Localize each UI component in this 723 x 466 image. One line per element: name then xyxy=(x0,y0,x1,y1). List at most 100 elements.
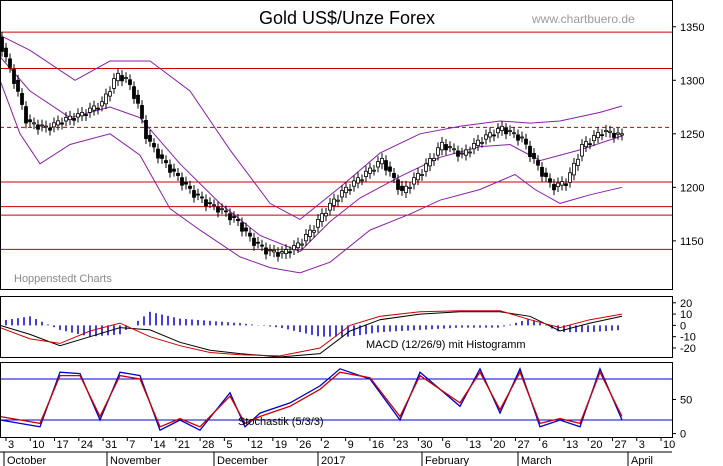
macd-tick-label: -10 xyxy=(680,332,696,344)
candle-body xyxy=(316,219,320,228)
candle-body xyxy=(568,172,572,183)
candle-body xyxy=(88,107,92,113)
candle-body xyxy=(620,133,624,136)
x-tick-label: 16 xyxy=(372,439,384,451)
candle-body xyxy=(448,146,452,149)
candle-body xyxy=(144,120,148,140)
candle-body xyxy=(240,222,244,232)
macd-line xyxy=(0,311,623,358)
macd-tick-label: -20 xyxy=(680,343,696,355)
x-tick-label: 26 xyxy=(299,439,311,451)
candle-body xyxy=(388,166,392,172)
y-tick-label: 1300 xyxy=(680,75,704,87)
candle-body xyxy=(396,179,400,190)
panel-frame xyxy=(0,296,673,358)
candle-body xyxy=(184,181,188,185)
candle-body xyxy=(12,69,16,84)
x-tick-label: 3 xyxy=(8,439,14,451)
y-tick-label: 1250 xyxy=(680,129,704,141)
candle-body xyxy=(556,182,560,188)
candle-body xyxy=(588,143,592,146)
candle-body xyxy=(32,122,36,125)
candle-body xyxy=(84,114,88,117)
candle-body xyxy=(580,144,584,157)
candle-body xyxy=(260,244,264,247)
candle-body xyxy=(564,183,568,186)
candle-body xyxy=(216,206,220,213)
month-label: February xyxy=(425,455,470,466)
candle-body xyxy=(128,79,132,85)
candle-body xyxy=(428,158,432,167)
x-tick-label: 28 xyxy=(202,439,214,451)
candle-body xyxy=(460,152,464,155)
candle-body xyxy=(320,213,324,222)
x-tick-label: 10 xyxy=(32,439,44,451)
candle-body xyxy=(356,177,360,184)
candle-body xyxy=(444,144,448,151)
y-tick-label: 1350 xyxy=(680,22,704,34)
candle-body xyxy=(348,189,352,191)
candle-body xyxy=(292,245,296,251)
candle-body xyxy=(40,124,44,127)
candle-body xyxy=(484,134,488,140)
candle-body xyxy=(384,160,388,171)
x-tick-label: 20 xyxy=(493,439,505,451)
candle-body xyxy=(256,241,260,244)
candle-body xyxy=(8,58,12,68)
candle-body xyxy=(616,132,620,135)
candle-body xyxy=(352,180,356,187)
candle-body xyxy=(80,111,84,117)
macd-panel xyxy=(0,310,623,358)
candle-body xyxy=(524,138,528,145)
candle-body xyxy=(308,229,312,237)
stochastic-tick-label: 50 xyxy=(680,395,692,407)
month-label: December xyxy=(217,455,268,466)
x-tick-label: 13 xyxy=(566,439,578,451)
candle-body xyxy=(436,147,440,156)
candle-body xyxy=(76,113,80,118)
candle-body xyxy=(328,202,332,211)
macd-label: MACD (12/26/9) mit Histogramm xyxy=(366,339,526,351)
candle-body xyxy=(604,129,608,133)
candle-body xyxy=(104,93,108,105)
candle-body xyxy=(200,196,204,199)
candle-body xyxy=(420,174,424,176)
candle-body xyxy=(512,132,516,135)
candle-body xyxy=(196,193,200,196)
x-tick-label: 30 xyxy=(420,439,432,451)
candle-body xyxy=(340,190,344,198)
candle-body xyxy=(152,143,156,148)
x-tick-label: 23 xyxy=(396,439,408,451)
x-tick-label: 2 xyxy=(323,439,329,451)
candle-body xyxy=(96,107,100,110)
candle-body xyxy=(44,125,48,128)
bollinger-lower-band xyxy=(0,80,623,274)
macd-signal-line xyxy=(0,310,623,357)
candle-body xyxy=(156,148,160,159)
x-tick-label: 21 xyxy=(178,439,190,451)
candle-body xyxy=(52,122,56,128)
candle-body xyxy=(600,134,604,137)
candle-body xyxy=(376,161,380,168)
x-tick-label: 17 xyxy=(57,439,69,451)
x-tick-label: 13 xyxy=(469,439,481,451)
candle-body xyxy=(424,163,428,172)
candle-body xyxy=(300,243,304,246)
stochastic-tick-label: 0 xyxy=(680,429,686,441)
candle-body xyxy=(20,93,24,105)
candle-body xyxy=(72,117,76,121)
month-label: 2017 xyxy=(321,455,345,466)
candle-body xyxy=(452,148,456,151)
candle-body xyxy=(412,177,416,185)
candle-body xyxy=(296,242,300,249)
candle-body xyxy=(592,135,596,142)
candle-body xyxy=(172,168,176,172)
candle-body xyxy=(416,172,420,181)
x-tick-label: 31 xyxy=(105,439,117,451)
chart-title: Gold US$/Unze Forex xyxy=(259,8,435,28)
candle-body xyxy=(508,130,512,132)
panel-frame xyxy=(0,0,673,290)
candle-body xyxy=(264,247,268,255)
